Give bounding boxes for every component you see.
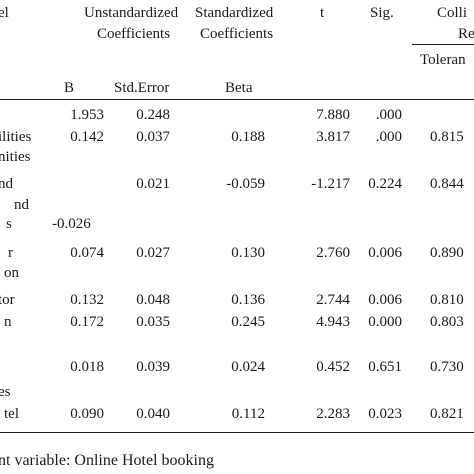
stderror-value: 0.027 xyxy=(136,245,170,261)
beta-value: 0.130 xyxy=(231,245,265,261)
row-label-line2: s xyxy=(6,216,12,232)
dependent-variable-footnote: nt variable: Online Hotel booking xyxy=(0,452,214,469)
sig-value: 0.006 xyxy=(368,245,402,261)
stderror-value: 0.039 xyxy=(136,359,170,375)
tolerance-value: 0.890 xyxy=(430,245,464,261)
standardized-header-line2: Coefficients xyxy=(200,26,274,42)
b-value: 0.132 xyxy=(70,292,104,308)
row-label: n xyxy=(4,314,12,330)
model-header: el xyxy=(0,5,9,21)
beta-value: -0.059 xyxy=(226,176,265,192)
b-value: 0.172 xyxy=(70,314,104,330)
t-value: 7.880 xyxy=(316,107,350,123)
t-header: t xyxy=(320,5,325,21)
row-label-line2: on xyxy=(4,265,19,281)
stderror-value: 0.021 xyxy=(136,176,170,192)
stderror-value: 0.248 xyxy=(136,107,170,123)
b-value: 0.018 xyxy=(70,359,104,375)
beta-value: 0.188 xyxy=(231,129,265,145)
t-value: 2.283 xyxy=(316,406,350,422)
collinearity-underline xyxy=(412,44,474,45)
beta-value: 0.245 xyxy=(231,314,265,330)
sig-value: 0.651 xyxy=(368,359,402,375)
b-header: B xyxy=(64,80,75,96)
collinearity-header-line2: Re xyxy=(458,26,474,42)
stderror-value: 0.048 xyxy=(136,292,170,308)
sig-value: 0.000 xyxy=(368,314,402,330)
t-value: 3.817 xyxy=(316,129,350,145)
sig-value: 0.006 xyxy=(368,292,402,308)
b-value: 0.090 xyxy=(70,406,104,422)
b-value: -0.026 xyxy=(52,216,91,232)
stderror-value: 0.040 xyxy=(136,406,170,422)
unstandardized-header-line1: Unstandardized xyxy=(84,5,179,21)
row-label-line2: es xyxy=(0,384,11,400)
beta-value: 0.112 xyxy=(231,406,265,422)
sig-header: Sig. xyxy=(370,5,394,21)
stderror-header: Std.Error xyxy=(114,80,170,96)
standardized-header-line1: Standardized xyxy=(195,5,274,21)
stderror-value: 0.035 xyxy=(136,314,170,330)
bottom-rule xyxy=(0,432,474,433)
row-label: tel xyxy=(4,406,19,422)
t-value: 2.744 xyxy=(316,292,350,308)
b-value: 0.074 xyxy=(70,245,104,261)
sig-value: .000 xyxy=(375,107,402,123)
sig-value: .000 xyxy=(375,129,402,145)
row-label: ilities xyxy=(0,129,32,145)
row-label: nd xyxy=(0,176,13,192)
sig-value: 0.224 xyxy=(368,176,402,192)
b-value: 1.953 xyxy=(70,107,104,123)
t-value: 2.760 xyxy=(316,245,350,261)
beta-value: 0.024 xyxy=(231,359,265,375)
row-label-line2: nities xyxy=(0,149,31,165)
tolerance-header: Toleran xyxy=(420,52,466,68)
unstandardized-header-line2: Coefficients xyxy=(97,26,171,42)
tolerance-value: 0.844 xyxy=(430,176,464,192)
stderror-value: 0.037 xyxy=(136,129,170,145)
tolerance-value: 0.821 xyxy=(430,406,464,422)
beta-header: Beta xyxy=(225,80,253,96)
row-label-line1b: nd xyxy=(14,197,29,214)
tolerance-value: 0.730 xyxy=(430,359,464,375)
tolerance-value: 0.803 xyxy=(430,314,464,330)
header-rule xyxy=(0,99,474,100)
t-value: -1.217 xyxy=(311,176,350,192)
tolerance-value: 0.810 xyxy=(430,292,464,308)
row-label: r xyxy=(8,245,13,261)
tolerance-value: 0.815 xyxy=(430,129,464,145)
collinearity-header-line1: Colli xyxy=(437,5,468,21)
sig-value: 0.023 xyxy=(368,406,402,422)
t-value: 0.452 xyxy=(316,359,350,375)
beta-value: 0.136 xyxy=(231,292,265,308)
row-label-text: nd xyxy=(14,197,29,213)
b-value: 0.142 xyxy=(70,129,104,145)
t-value: 4.943 xyxy=(316,314,350,330)
row-label: tor xyxy=(0,292,15,308)
